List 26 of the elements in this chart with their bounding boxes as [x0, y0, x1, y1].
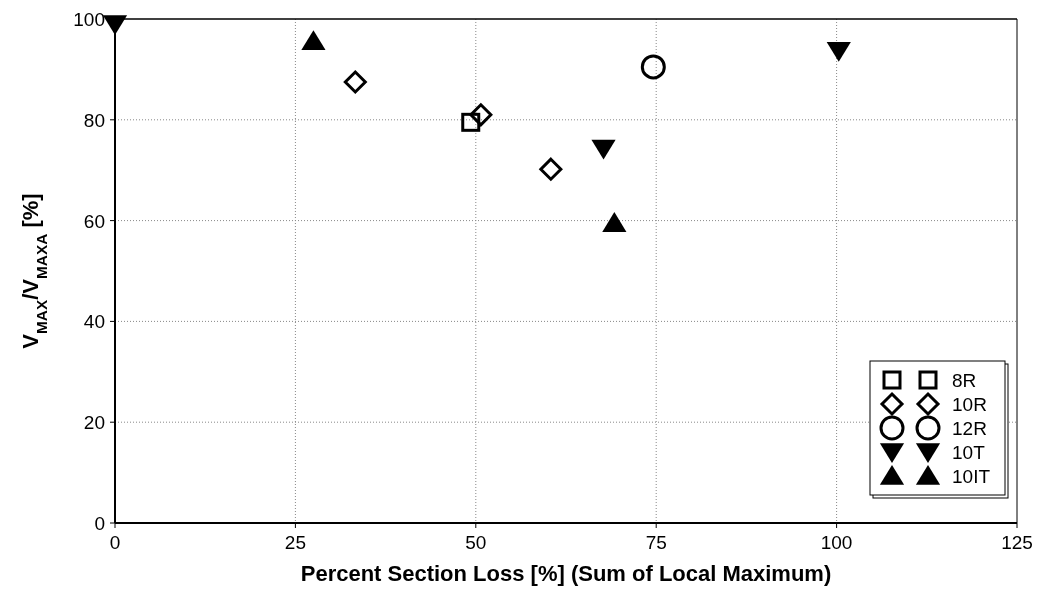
x-tick-label: 25: [284, 532, 306, 553]
y-tick-label: 80: [83, 109, 105, 131]
legend-label: 10R: [952, 394, 987, 415]
point: [343, 70, 367, 94]
point: [602, 212, 627, 232]
point: [469, 103, 493, 127]
y-tick-label: 60: [83, 210, 105, 232]
x-tick-label: 125: [1001, 532, 1033, 553]
y-tick-label: 20: [83, 412, 105, 434]
point: [640, 54, 666, 80]
point: [826, 41, 851, 62]
legend-label: 10IT: [952, 466, 991, 487]
x-tick-label: 50: [465, 532, 487, 553]
x-tick-label: 0: [109, 532, 121, 553]
y-tick-label: 100: [73, 9, 105, 30]
legend-label: 8R: [952, 370, 977, 391]
legend-label: 10T: [952, 442, 986, 463]
point: [539, 157, 563, 181]
point: [301, 30, 326, 50]
x-axis-title: Percent Section Loss [%] (Sum of Local Maximum): [300, 561, 832, 586]
y-tick-label: 40: [83, 311, 105, 333]
y-tick-label: 0: [94, 513, 105, 534]
x-tick-label: 75: [645, 532, 667, 553]
x-tick-label: 100: [820, 532, 853, 553]
point: [591, 139, 616, 160]
legend-label: 12R: [952, 418, 987, 439]
